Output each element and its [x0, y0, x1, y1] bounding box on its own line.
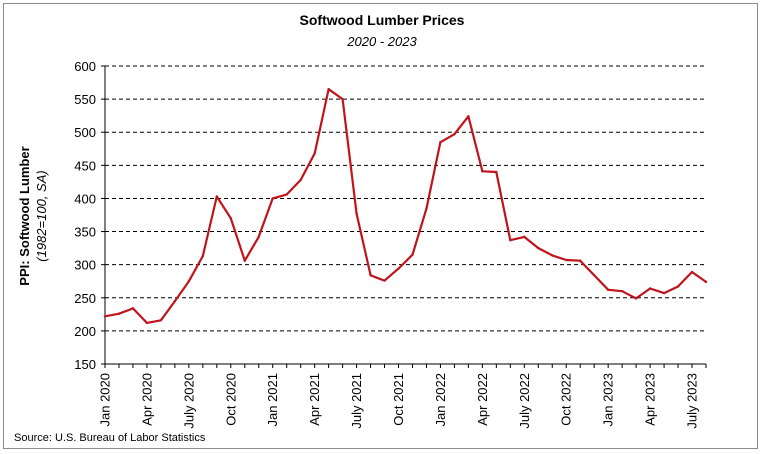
gridlines: [105, 65, 706, 332]
data-point: [229, 217, 232, 220]
series-line: [104, 88, 707, 324]
x-tick-label: Oct 2021: [391, 373, 406, 426]
y-tick-label: 600: [74, 59, 96, 74]
data-point: [495, 170, 498, 174]
data-point: [634, 297, 638, 300]
data-point: [648, 287, 652, 290]
data-point: [551, 254, 554, 257]
x-tick-label: Apr 2020: [139, 373, 154, 426]
x-tick-label: July 2020: [181, 373, 196, 429]
data-point: [537, 246, 540, 250]
data-point: [383, 279, 386, 282]
data-point: [662, 291, 666, 295]
x-tick-label: July 2022: [517, 373, 532, 429]
y-tick-label: 500: [74, 125, 96, 140]
y-tick-label: 400: [74, 191, 96, 206]
data-point: [481, 170, 484, 173]
data-point: [243, 259, 246, 262]
data-point: [257, 235, 260, 239]
y-tick-label: 300: [74, 258, 96, 273]
data-point: [704, 280, 708, 284]
y-tick-labels: 150 200 250 300 350 400 450 500 550 600: [74, 59, 96, 372]
data-point: [620, 289, 624, 293]
data-point: [369, 274, 372, 277]
series-group: [103, 87, 708, 325]
chart-title: Softwood Lumber Prices: [300, 12, 465, 28]
data-point: [676, 285, 680, 288]
data-point: [327, 87, 330, 91]
data-point: [397, 267, 400, 270]
data-point: [285, 193, 288, 196]
data-point: [187, 280, 191, 283]
x-tick-label: Apr 2023: [643, 373, 658, 426]
data-point: [439, 140, 442, 144]
y-tick-label: 350: [74, 225, 96, 240]
x-tick-label: July 2021: [349, 373, 364, 429]
x-tick-label: Jan 2020: [98, 373, 113, 427]
chart-frame: [3, 3, 758, 449]
data-point: [425, 207, 428, 210]
data-point: [201, 254, 205, 258]
x-tick-label: Jan 2023: [601, 373, 616, 427]
x-tick-labels: Jan 2020 Apr 2020 July 2020 Oct 2020 Jan 202…: [98, 373, 700, 429]
x-tick-label: Oct 2022: [559, 373, 574, 426]
data-point: [173, 299, 177, 303]
data-point: [467, 115, 470, 118]
x-tick-label: Jan 2022: [433, 373, 448, 427]
data-point: [131, 307, 135, 310]
y-tick-label: 450: [74, 158, 96, 173]
data-point: [103, 315, 107, 318]
data-point: [117, 312, 121, 315]
data-point: [453, 133, 456, 136]
data-point: [145, 321, 149, 325]
data-point: [215, 195, 219, 198]
data-point: [341, 97, 344, 101]
data-point: [299, 178, 302, 182]
y-tick-label: 200: [74, 324, 96, 339]
source-note: Source: U.S. Bureau of Labor Statistics: [14, 432, 206, 444]
data-point: [509, 238, 512, 242]
data-point: [690, 270, 694, 274]
data-point: [159, 319, 163, 322]
data-point: [411, 253, 414, 256]
y-axis-sublabel: (1982=100, SA): [34, 170, 49, 261]
data-point: [271, 197, 274, 200]
x-tick-label: Apr 2022: [475, 373, 490, 426]
chart-subtitle: 2020 - 2023: [346, 34, 417, 49]
y-axis-label-group: PPI: Softwood Lumber (1982=100, SA): [17, 146, 49, 285]
data-point: [355, 212, 358, 215]
data-point: [565, 258, 568, 262]
y-tick-label: 550: [74, 92, 96, 107]
data-point: [592, 274, 596, 277]
data-point: [579, 259, 582, 262]
axes: [101, 65, 707, 368]
data-point: [606, 288, 610, 292]
x-tick-label: Jan 2021: [265, 373, 280, 427]
y-tick-label: 150: [74, 357, 96, 372]
data-point: [523, 235, 526, 239]
y-tick-label: 250: [74, 291, 96, 306]
y-axis-label: PPI: Softwood Lumber: [17, 146, 32, 285]
x-tick-label: Oct 2020: [223, 373, 238, 426]
x-tick-label: July 2023: [685, 373, 700, 429]
x-tick-label: Apr 2021: [307, 373, 322, 426]
data-point: [313, 152, 316, 155]
